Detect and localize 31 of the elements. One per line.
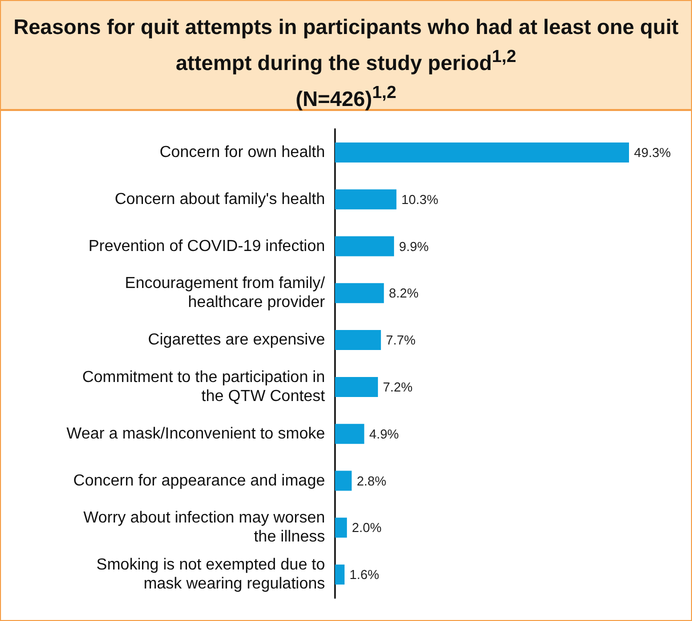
bar (335, 330, 381, 350)
bar (335, 376, 378, 397)
y-tick-label: Cigarettes are expensive (148, 332, 326, 349)
data-label: 8.2% (388, 286, 419, 301)
data-label: 49.3% (634, 144, 672, 160)
data-label: 7.7% (386, 332, 416, 348)
bar (335, 470, 352, 491)
data-label: 7.2% (382, 379, 414, 394)
data-label: 10.3% (401, 192, 439, 207)
y-tick-label: Wear a mask/Inconvenient to smoke (66, 425, 326, 442)
bar (335, 142, 629, 162)
bar (335, 236, 394, 256)
y-tick-label: Smoking is not exempted due to mask wearing regulations (96, 556, 326, 593)
data-label: 2.0% (352, 520, 382, 536)
y-tick-label: Encouragement from family/ healthcare provider (124, 275, 326, 312)
bar (335, 564, 345, 585)
y-tick-label: Concern about family's health (114, 190, 325, 208)
y-tick-label: Prevention of COVID-19 infection (88, 238, 325, 255)
bar (335, 518, 347, 538)
data-label: 9.9% (399, 238, 430, 254)
y-tick-label: Concern for own health (160, 144, 325, 161)
data-label: 4.9% (369, 426, 400, 442)
chart-title: Reasons for quit attempts in participants who had at least one quit attempt during the study period$^{1,2}$ (N=426)$^{1,2}$ (13, 16, 679, 111)
data-label: 2.8% (356, 473, 387, 488)
y-tick-label: Concern for appearance and image (73, 472, 326, 490)
bar (335, 283, 384, 304)
y-tick-label: Commitment to the participation in the QTW Contest (82, 368, 326, 405)
data-label: 1.6% (350, 567, 380, 582)
y-tick-label: Worry about infection may worsen the illness (83, 510, 325, 546)
bar (335, 424, 364, 444)
bar (335, 189, 396, 210)
